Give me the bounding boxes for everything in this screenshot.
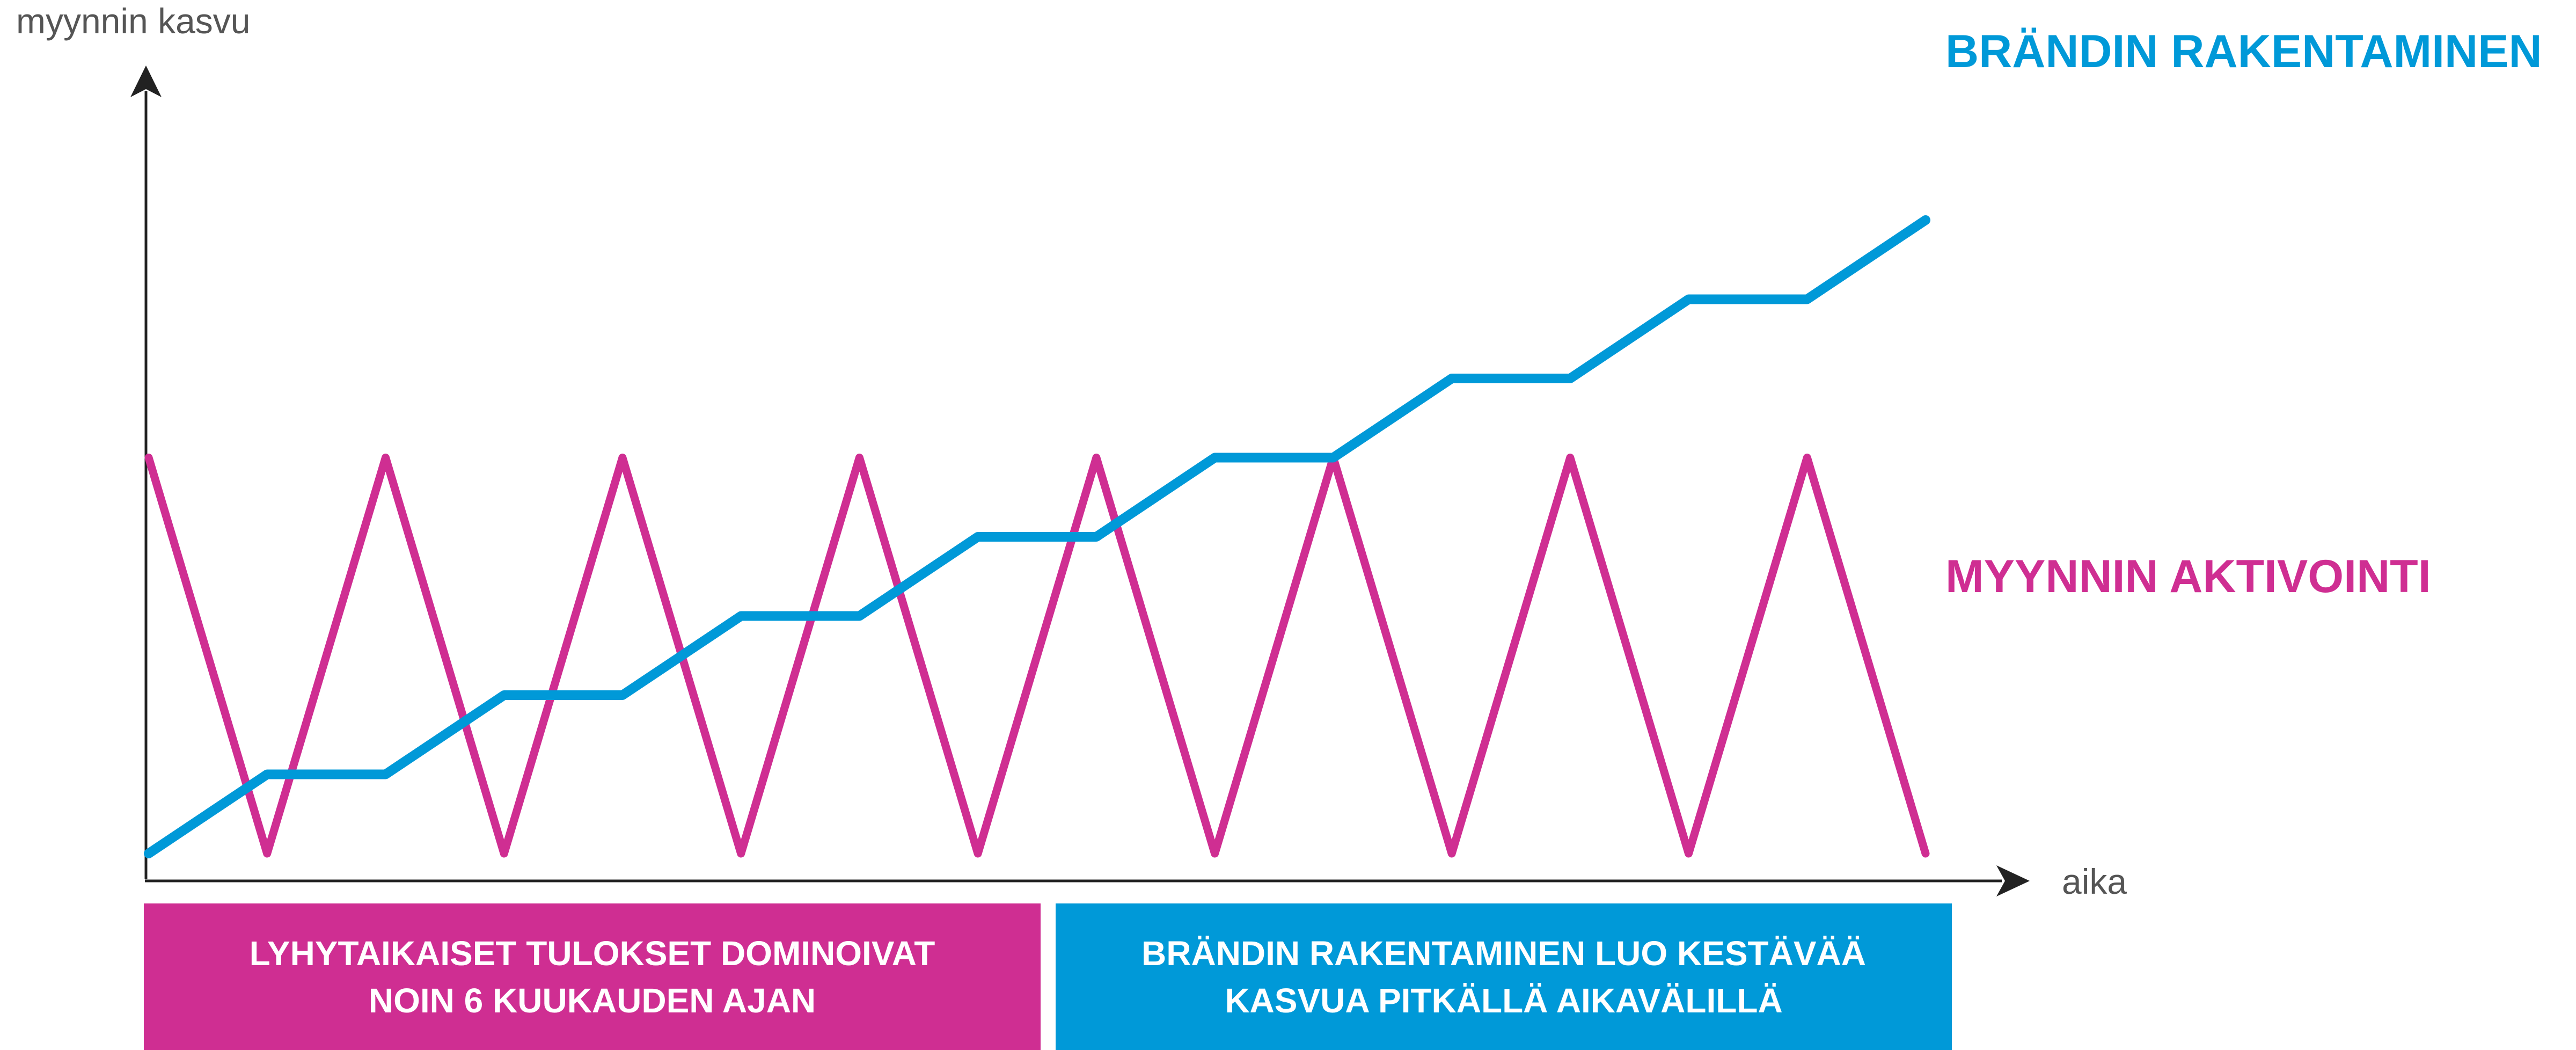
series-line-myynnin-aktivointi [144,454,1930,858]
y-axis-arrowhead [130,65,162,97]
banner-long-term-line-1: BRÄNDIN RAKENTAMINEN LUO KESTÄVÄÄ [1141,934,1866,973]
banner-short-term-line-2: NOIN 6 KUUKAUDEN AJAN [368,981,816,1020]
x-axis-label: aika [2062,862,2127,901]
series-line-brandin-rakentaminen [144,215,1930,858]
banner-long-term-line-2: KASVUA PITKÄLLÄ AIKAVÄLILLÄ [1225,981,1783,1020]
series-label-myynnin-aktivointi: MYYNNIN AKTIVOINTI [1945,551,2431,602]
y-axis-label: myynnin kasvu [16,1,251,41]
series-layer [144,215,1930,858]
series-label-brandin-rakentaminen: BRÄNDIN RAKENTAMINEN [1945,26,2542,77]
banner-long-term: BRÄNDIN RAKENTAMINEN LUO KESTÄVÄÄ KASVUA… [1056,903,1952,1050]
banner-short-term-line-1: LYHYTAIKAISET TULOKSET DOMINOIVAT [249,934,935,973]
banner-short-term: LYHYTAIKAISET TULOKSET DOMINOIVAT NOIN 6… [144,903,1041,1050]
x-axis-arrowhead [1996,865,2030,896]
